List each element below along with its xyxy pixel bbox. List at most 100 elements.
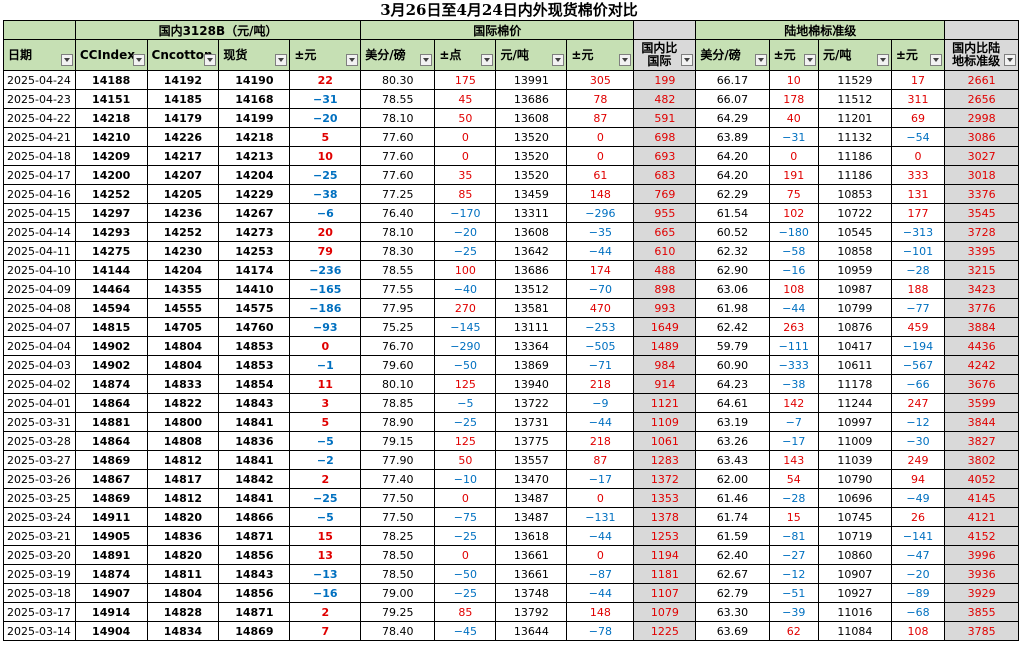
filter-dropdown-icon[interactable] — [132, 54, 145, 66]
cell-ccindex: 14869 — [74, 450, 148, 470]
cell-land-cents: 63.26 — [695, 431, 770, 451]
cell-land-yuan-change: −47 — [890, 545, 946, 565]
cell-intl-yuan-change: −44 — [566, 412, 635, 432]
cell-domestic-vs-intl: 898 — [633, 279, 697, 299]
cell-cncotton: 14800 — [146, 412, 220, 432]
table-row: 2025-04-11 14275 14230 14253 79 78.30 −25 13642… — [3, 241, 1019, 261]
cell-land-yuan: 10719 — [817, 526, 892, 546]
cell-land-cents: 62.42 — [695, 317, 770, 337]
filter-dropdown-icon[interactable] — [681, 54, 694, 66]
cell-date: 2025-03-24 — [3, 507, 76, 527]
filter-dropdown-icon[interactable] — [930, 54, 943, 66]
cell-land-cents: 62.79 — [695, 583, 770, 603]
filter-dropdown-icon[interactable] — [876, 54, 889, 66]
table-row: 2025-04-04 14902 14804 14853 0 76.70 −290 13364… — [3, 336, 1019, 356]
cell-intl-cents: 77.60 — [360, 165, 436, 185]
cell-domestic-vs-land: 3395 — [944, 241, 1019, 261]
filter-dropdown-icon[interactable] — [552, 54, 565, 66]
cell-intl-yuan: 13618 — [495, 526, 568, 546]
cell-land-yuan-change: 311 — [890, 89, 946, 109]
cell-spot: 14853 — [218, 355, 291, 375]
cell-intl-yuan: 13869 — [495, 355, 568, 375]
cell-intl-cents: 78.90 — [360, 412, 436, 432]
cell-land-change: 102 — [768, 203, 819, 223]
cell-land-yuan-change: −141 — [890, 526, 946, 546]
filter-dropdown-icon[interactable] — [275, 54, 288, 66]
cell-land-yuan: 10696 — [817, 488, 892, 508]
cell-land-yuan: 10545 — [817, 222, 892, 242]
cell-land-change: 142 — [768, 393, 819, 413]
cell-ccindex: 14905 — [74, 526, 148, 546]
cell-spot-change: −6 — [289, 203, 362, 223]
filter-dropdown-icon[interactable] — [204, 54, 217, 66]
cell-date: 2025-04-17 — [3, 165, 76, 185]
cell-domestic-vs-intl: 1194 — [633, 545, 697, 565]
table-row: 2025-04-03 14902 14804 14853 −1 79.60 −50 13869… — [3, 355, 1019, 375]
cell-land-change: 108 — [768, 279, 819, 299]
cell-land-yuan: 10745 — [817, 507, 892, 527]
cell-intl-points: −25 — [434, 412, 497, 432]
cell-domestic-vs-intl: 1372 — [633, 469, 697, 489]
cell-land-yuan-change: −28 — [890, 260, 946, 280]
cell-land-yuan-change: 108 — [890, 621, 946, 641]
filter-dropdown-icon[interactable] — [481, 54, 494, 66]
cell-intl-yuan-change: −17 — [566, 469, 635, 489]
cell-intl-yuan: 13557 — [495, 450, 568, 470]
cell-spot: 14841 — [218, 412, 291, 432]
column-header-label: 现货 — [223, 48, 248, 62]
cell-intl-cents: 78.55 — [360, 260, 436, 280]
cell-cncotton: 14833 — [146, 374, 220, 394]
filter-dropdown-icon[interactable] — [60, 54, 73, 66]
cell-date: 2025-04-01 — [3, 393, 76, 413]
cell-domestic-vs-intl: 698 — [633, 127, 697, 147]
cell-spot: 14760 — [218, 317, 291, 337]
cell-domestic-vs-land: 3827 — [944, 431, 1019, 451]
filter-dropdown-icon[interactable] — [1004, 54, 1016, 66]
cell-intl-yuan-change: 87 — [566, 108, 635, 128]
column-header-label: 美分/磅 — [700, 48, 741, 62]
column-header-intl-points: ±点 — [434, 39, 497, 71]
cell-intl-points: −75 — [434, 507, 497, 527]
cell-land-yuan: 11178 — [817, 374, 892, 394]
cell-land-yuan: 11201 — [817, 108, 892, 128]
cell-ccindex: 14297 — [74, 203, 148, 223]
table-row: 2025-04-14 14293 14252 14273 20 78.10 −20 13608… — [3, 222, 1019, 242]
filter-dropdown-icon[interactable] — [754, 54, 767, 66]
filter-dropdown-icon[interactable] — [420, 54, 433, 66]
cell-intl-yuan: 13644 — [495, 621, 568, 641]
cell-land-yuan-change: −30 — [890, 431, 946, 451]
cell-intl-yuan-change: −9 — [566, 393, 635, 413]
column-header-label: ±元 — [294, 48, 317, 62]
column-header-label: 国内比国际 — [641, 41, 678, 68]
cell-land-yuan-change: −68 — [890, 602, 946, 622]
cell-intl-yuan: 13661 — [495, 564, 568, 584]
cell-intl-yuan: 13520 — [495, 165, 568, 185]
cell-ccindex: 14200 — [74, 165, 148, 185]
cell-land-yuan: 10858 — [817, 241, 892, 261]
cell-cncotton: 14236 — [146, 203, 220, 223]
cell-spot: 14229 — [218, 184, 291, 204]
cell-land-yuan-change: −54 — [890, 127, 946, 147]
cell-domestic-vs-land: 4242 — [944, 355, 1019, 375]
cell-intl-yuan: 13775 — [495, 431, 568, 451]
cell-land-cents: 60.90 — [695, 355, 770, 375]
cell-land-change: −38 — [768, 374, 819, 394]
cell-date: 2025-04-11 — [3, 241, 76, 261]
filter-dropdown-icon[interactable] — [346, 54, 359, 66]
cell-domestic-vs-intl: 1489 — [633, 336, 697, 356]
cell-intl-yuan: 13940 — [495, 374, 568, 394]
cell-land-change: 10 — [768, 70, 819, 90]
cell-intl-points: −10 — [434, 469, 497, 489]
filter-dropdown-icon[interactable] — [619, 54, 632, 66]
cell-date: 2025-03-25 — [3, 488, 76, 508]
filter-dropdown-icon[interactable] — [803, 54, 816, 66]
cell-land-change: −39 — [768, 602, 819, 622]
cell-spot-change: −165 — [289, 279, 362, 299]
column-header-intl-yuan-change: ±元 — [566, 39, 635, 71]
cell-ccindex: 14869 — [74, 488, 148, 508]
cell-date: 2025-03-31 — [3, 412, 76, 432]
cell-intl-yuan: 13581 — [495, 298, 568, 318]
cell-spot-change: 22 — [289, 70, 362, 90]
cell-land-change: −31 — [768, 127, 819, 147]
column-header-row: 日期 CCIndex Cncotton 现货 ±元 美分/磅 ±点 元/吨 ±元 国内比国际 美分/… — [3, 39, 1019, 71]
